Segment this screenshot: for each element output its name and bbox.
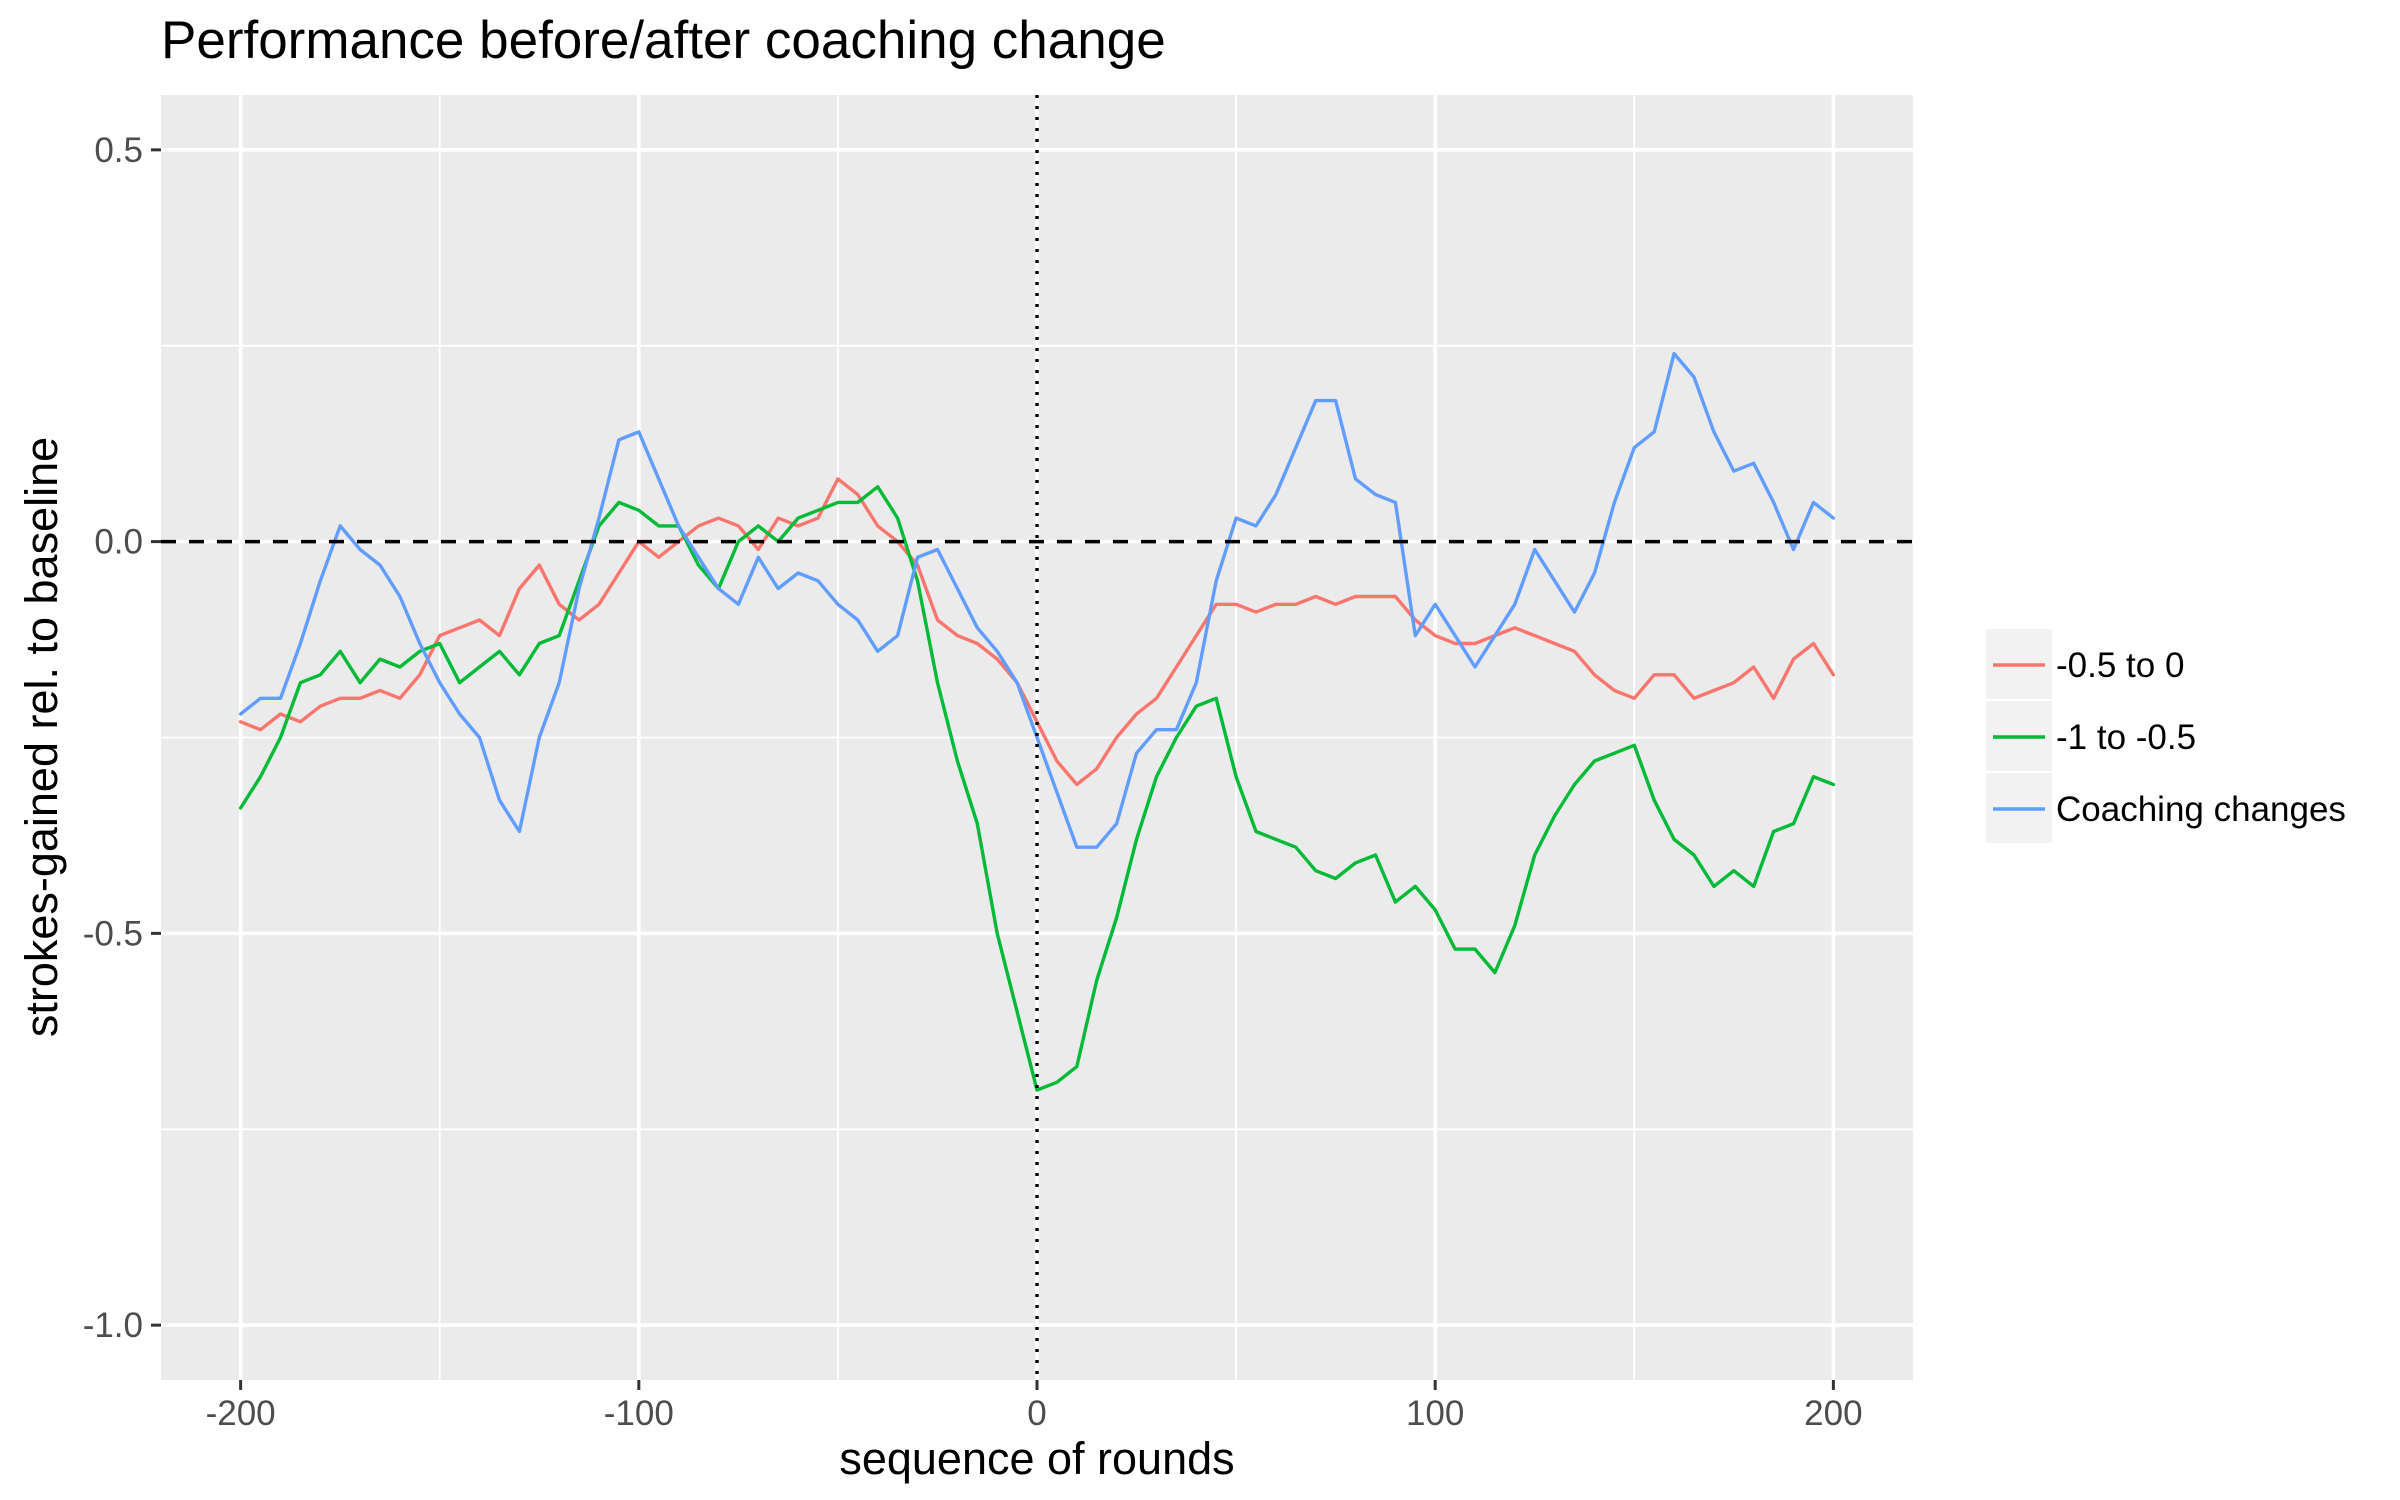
series-line-3 — [238, 351, 1836, 849]
series-lines — [238, 351, 1836, 1092]
y-tick-label: 0.0 — [94, 523, 143, 562]
legend-label-1: -0.5 to 0 — [2056, 646, 2184, 685]
legend: -0.5 to 0 -1 to -0.5 Coaching changes — [1986, 629, 2346, 843]
x-tick-label: -200 — [206, 1394, 276, 1433]
legend-label-3: Coaching changes — [2056, 790, 2346, 829]
y-tick-label: -0.5 — [83, 914, 143, 953]
x-tick-label: 200 — [1804, 1394, 1862, 1433]
y-axis: 0.5 0.0 -0.5 -1.0 — [83, 131, 161, 1345]
x-tick-label: -100 — [604, 1394, 674, 1433]
x-tick-label: 0 — [1027, 1394, 1046, 1433]
legend-label-2: -1 to -0.5 — [2056, 718, 2196, 757]
series-line-1 — [238, 477, 1836, 787]
y-tick-label: -1.0 — [83, 1306, 143, 1345]
chart-title: Performance before/after coaching change — [161, 11, 1166, 70]
reference-lines — [161, 95, 1913, 1380]
x-axis: -200 -100 0 100 200 — [206, 1380, 1863, 1433]
series-line-2 — [238, 485, 1836, 1092]
y-tick-label: 0.5 — [94, 131, 143, 170]
x-axis-title: sequence of rounds — [839, 1433, 1234, 1484]
y-axis-title: strokes-gained rel. to baseline — [16, 437, 67, 1037]
x-tick-label: 100 — [1406, 1394, 1464, 1433]
